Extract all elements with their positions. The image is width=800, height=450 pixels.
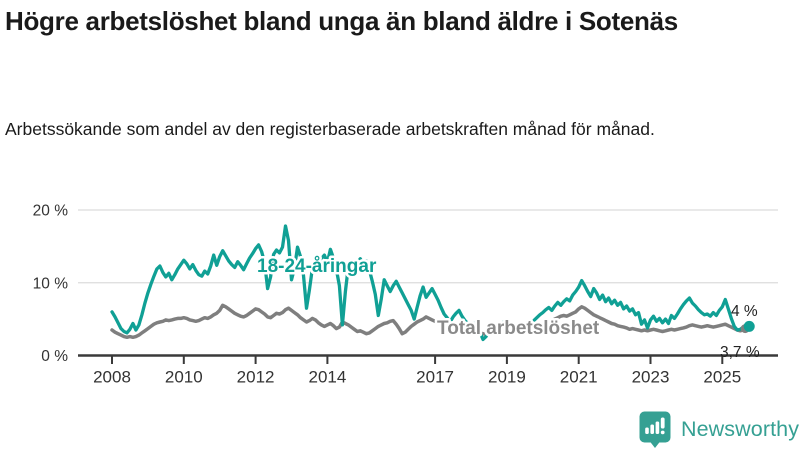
chart-subtitle: Arbetssökande som andel av den registerb…: [5, 119, 655, 139]
line-chart: 0 % 10 % 20 % 2008 2010 2012 2014 2017 2019 2021 2…: [33, 203, 778, 387]
newsworthy-brand-text: Newsworthy: [681, 416, 800, 441]
newsworthy-logo-icon: [639, 411, 671, 448]
x-axis-tick-label: 2017: [416, 368, 454, 387]
series-line-youth: [110, 224, 751, 342]
x-axis-tick-label: 2025: [703, 368, 741, 387]
x-axis-tick-label: 2023: [632, 368, 670, 387]
x-axis-tick-label: 2010: [165, 368, 203, 387]
end-dot-youth: [743, 320, 755, 332]
y-axis-tick-label: 10 %: [33, 275, 69, 292]
series-line-total: [110, 303, 751, 340]
x-axis-tick-label: 2021: [560, 368, 598, 387]
y-axis-tick-label: 0 %: [41, 348, 68, 365]
x-axis-tick-label: 2008: [93, 368, 131, 387]
newsworthy-logo: Newsworthy: [638, 410, 799, 448]
x-axis-tick-label: 2019: [488, 368, 526, 387]
end-value-label-youth: 4 %: [731, 303, 758, 320]
x-axis-tick-label: 2012: [237, 368, 275, 387]
series-label-youth: 18-24-åringar: [257, 256, 377, 277]
y-axis-tick-label: 20 %: [33, 203, 69, 220]
x-axis-tick-label: 2014: [308, 368, 346, 387]
end-value-label-total: 3,7 %: [720, 344, 760, 361]
series-label-total: Total arbetslöshet: [437, 318, 600, 339]
chart-title: Högre arbetslöshet bland unga än bland ä…: [5, 6, 678, 36]
